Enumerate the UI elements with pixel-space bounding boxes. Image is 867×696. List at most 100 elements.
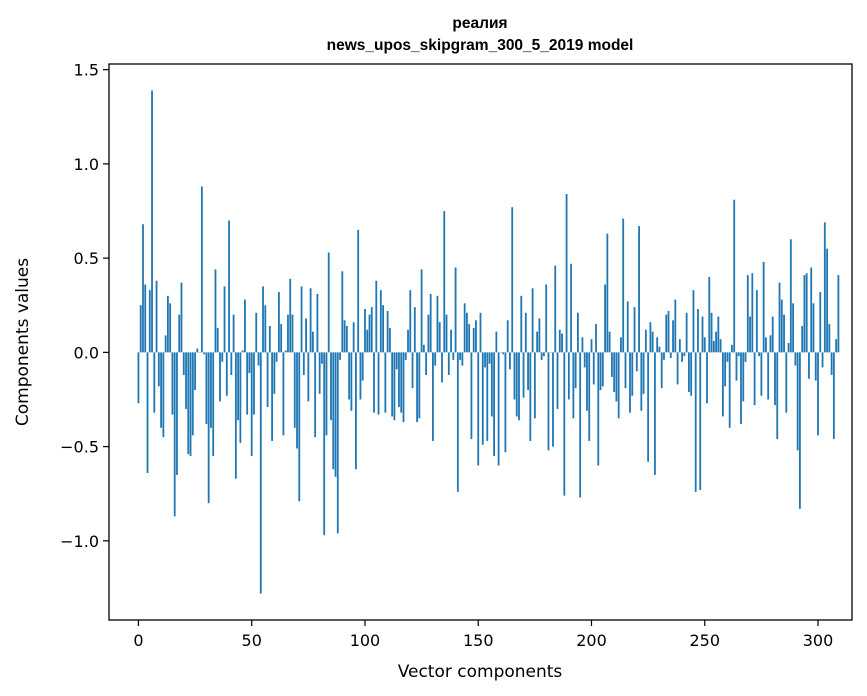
bar: [348, 352, 351, 400]
bar: [155, 280, 158, 353]
bar: [137, 352, 140, 404]
bar: [837, 275, 840, 353]
bar: [341, 271, 344, 353]
bar: [221, 352, 224, 362]
bar: [651, 331, 654, 353]
bar: [212, 352, 215, 457]
bar: [794, 352, 797, 366]
bar: [697, 309, 699, 353]
bar: [314, 352, 317, 438]
bar: [180, 282, 183, 353]
bar: [234, 352, 237, 479]
bar: [522, 352, 525, 398]
bars-group: [137, 90, 840, 594]
bar: [468, 324, 471, 353]
bar: [586, 352, 588, 411]
bar: [139, 305, 142, 353]
bar: [307, 352, 310, 402]
bar: [633, 307, 636, 353]
bar: [710, 312, 713, 353]
bar: [296, 352, 298, 449]
bar: [472, 327, 475, 353]
bar: [425, 352, 428, 375]
bar: [678, 339, 681, 353]
plot-frame: [108, 63, 853, 621]
bar: [558, 329, 561, 353]
bar: [719, 339, 722, 353]
bar: [588, 352, 591, 441]
bar: [287, 314, 289, 353]
bar: [692, 290, 695, 353]
bar: [796, 352, 799, 451]
bar: [447, 352, 450, 375]
bar: [545, 284, 548, 353]
bar: [742, 352, 745, 402]
bar: [540, 352, 543, 360]
bar: [672, 320, 674, 353]
bar: [232, 314, 235, 353]
bar: [219, 352, 221, 402]
bar: [543, 352, 545, 357]
y-axis-ticks: −1.0 −0.5 0.0 0.5 1.0 1.5: [60, 61, 109, 551]
bar: [388, 327, 391, 353]
bar: [536, 331, 539, 353]
bar: [699, 352, 702, 490]
y-tick-label: 1.0: [74, 155, 99, 174]
x-tick-label: 100: [350, 631, 381, 650]
bar: [185, 352, 187, 409]
bar: [255, 312, 258, 353]
bar: [411, 352, 414, 389]
bar: [475, 320, 477, 353]
bar: [803, 275, 806, 353]
bar: [416, 352, 418, 423]
bar: [176, 352, 178, 475]
bar: [663, 352, 665, 360]
bar: [216, 327, 219, 353]
bar: [640, 352, 643, 411]
bar: [712, 341, 715, 353]
bar: [284, 350, 287, 353]
bar: [355, 352, 357, 470]
bar: [592, 352, 595, 385]
bar: [422, 344, 425, 353]
bar: [574, 352, 577, 389]
y-axis-label: Components values: [13, 258, 33, 426]
bar: [166, 295, 169, 353]
bar: [253, 352, 255, 415]
bar: [370, 307, 373, 353]
bar: [144, 284, 147, 353]
bar: [547, 352, 550, 451]
bar: [681, 352, 684, 362]
bar: [409, 290, 412, 353]
bar: [620, 337, 622, 353]
bar: [821, 352, 824, 368]
y-tick-label: 1.5: [74, 61, 99, 80]
bar: [484, 352, 486, 368]
bar: [556, 352, 559, 409]
bar: [196, 348, 199, 353]
bar: [438, 322, 441, 353]
bar: [223, 286, 226, 353]
bar: [737, 352, 740, 357]
bar: [529, 352, 532, 441]
bar: [148, 290, 151, 353]
bar: [246, 352, 249, 415]
bar: [477, 352, 480, 466]
bar: [228, 220, 230, 353]
bar: [801, 325, 804, 353]
bar: [418, 352, 421, 419]
bar: [429, 293, 432, 353]
bar: [688, 352, 690, 392]
bar: [626, 301, 629, 353]
bar: [504, 352, 507, 453]
bar: [470, 352, 473, 440]
chart-subtitle: news_upos_skipgram_300_5_2019 model: [327, 37, 634, 54]
bar: [638, 226, 640, 353]
bar: [778, 282, 781, 353]
bar: [316, 293, 319, 353]
bar: [649, 322, 652, 353]
bar: [309, 288, 312, 353]
x-tick-label: 200: [576, 631, 607, 650]
